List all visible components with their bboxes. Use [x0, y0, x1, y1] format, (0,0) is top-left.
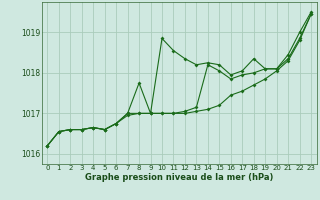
- X-axis label: Graphe pression niveau de la mer (hPa): Graphe pression niveau de la mer (hPa): [85, 173, 273, 182]
